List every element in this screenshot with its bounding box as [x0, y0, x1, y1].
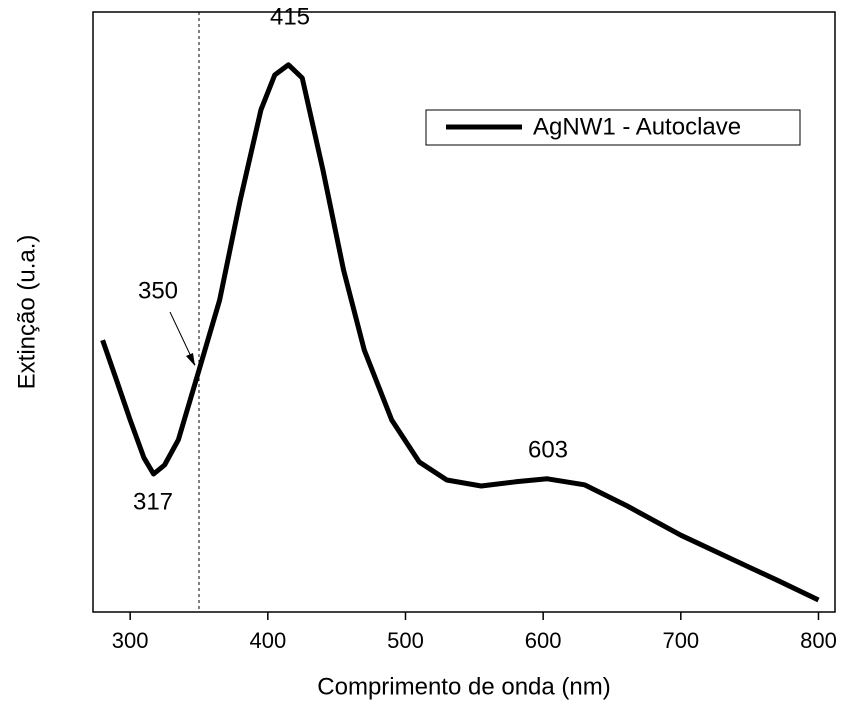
legend-label: AgNW1 - Autoclave — [533, 113, 741, 140]
x-tick-label: 800 — [800, 628, 837, 653]
x-axis-label: Comprimento de onda (nm) — [317, 673, 610, 700]
data-line — [100, 62, 820, 603]
x-tick-label: 700 — [662, 628, 699, 653]
annotation: 415 — [270, 3, 310, 30]
plot-frame — [92, 11, 836, 613]
x-tick-label: 500 — [387, 628, 424, 653]
x-tick-label: 300 — [112, 628, 149, 653]
annotation: 350 — [138, 277, 178, 304]
arrow-head — [186, 353, 195, 366]
y-axis-label: Extinção (u.a.) — [13, 235, 40, 390]
annotation: 603 — [528, 436, 568, 463]
x-tick-label: 400 — [249, 628, 286, 653]
x-tick-label: 600 — [525, 628, 562, 653]
annotation: 317 — [133, 488, 173, 515]
